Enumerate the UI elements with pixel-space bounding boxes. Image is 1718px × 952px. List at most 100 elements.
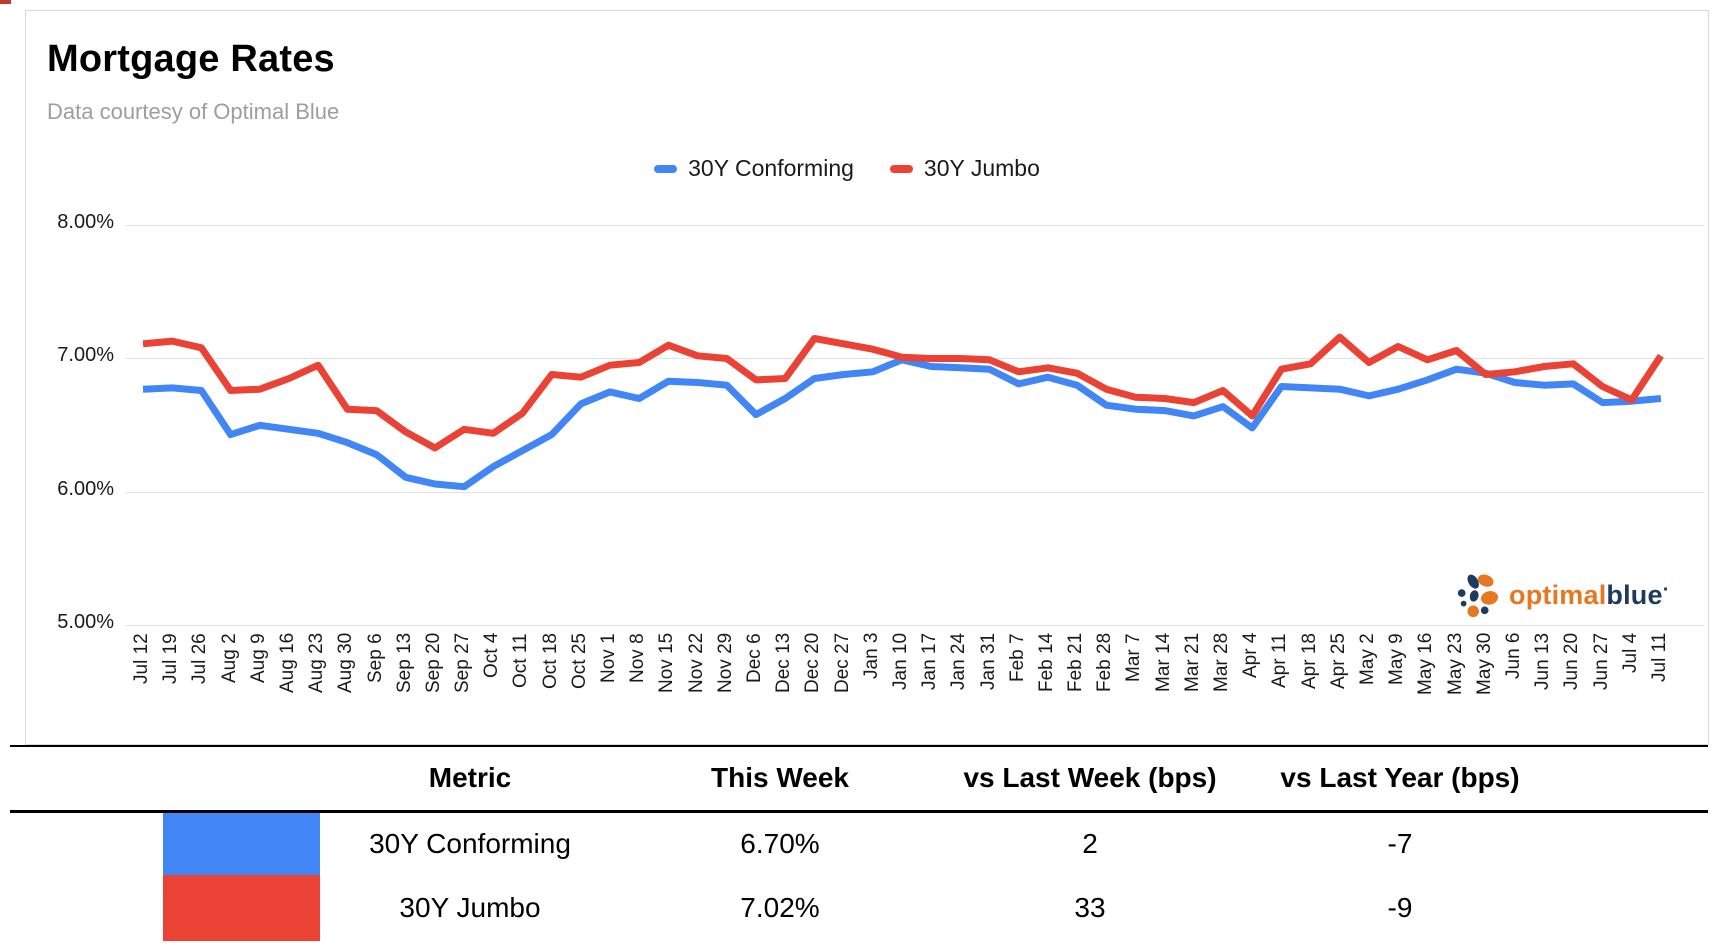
page-subtitle: Data courtesy of Optimal Blue [47,99,340,124]
cell-metric-jumbo: 30Y Jumbo [399,892,541,923]
x-tick-oct-4: Oct 4 [481,633,503,679]
x-tick-nov-15: Nov 15 [656,633,678,694]
x-tick-dec-27: Dec 27 [831,633,853,694]
cell-this-week-jumbo: 7.02% [740,892,820,923]
gridline-8pct [125,225,1704,226]
x-tick-nov-22: Nov 22 [685,633,707,694]
logo-blue-text: blue [1606,580,1663,610]
x-tick-sep-27: Sep 27 [452,633,474,694]
x-tick-may-2: May 2 [1356,633,1378,685]
x-tick-dec-20: Dec 20 [802,633,824,694]
x-tick-apr-18: Apr 18 [1298,633,1320,689]
x-tick-sep-6: Sep 6 [364,633,386,683]
table-row-jumbo: 30Y Jumbo 7.02% 33 -9 [0,875,1718,941]
legend-label-jumbo: 30Y Jumbo [923,155,1040,181]
x-tick-mar-21: Mar 21 [1181,633,1203,693]
x-tick-jun-6: Jun 6 [1502,633,1524,680]
gridline-5pct [125,625,1704,626]
x-tick-feb-7: Feb 7 [1006,633,1028,682]
header-vs-last-week: vs Last Week (bps) [963,762,1217,793]
logo-optimal-text: optimal [1509,580,1607,610]
x-tick-sep-20: Sep 20 [422,633,444,694]
x-tick-oct-11: Oct 11 [510,633,532,688]
x-tick-jun-13: Jun 13 [1532,633,1554,691]
optimalblue-wordmark: optimalblue· [1509,579,1670,611]
x-tick-feb-14: Feb 14 [1035,633,1057,693]
page-title: Mortgage Rates [47,38,335,80]
corner-red-fragment [0,0,11,4]
table-top-rule [10,745,1708,747]
x-tick-jul-11: Jul 11 [1648,633,1670,683]
legend-item-jumbo: 30Y Jumbo [889,155,1040,182]
line-series-plot [142,333,1664,491]
x-tick-aug-2: Aug 2 [218,633,240,683]
x-tick-jan-17: Jan 17 [919,633,941,691]
logo-dot: · [1662,579,1670,601]
table-header-row: Metric This Week vs Last Week (bps) vs L… [0,747,1718,809]
cell-vs-last-week-conforming: 2 [1082,828,1098,859]
x-tick-jun-27: Jun 27 [1590,633,1612,691]
legend-swatch-jumbo-icon [889,164,913,173]
table-header-rule [10,810,1708,813]
x-tick-may-9: May 9 [1386,633,1408,685]
x-tick-may-30: May 30 [1473,633,1495,696]
x-tick-aug-23: Aug 23 [306,633,328,694]
row-swatch-conforming [163,813,320,875]
chart-legend: 30Y Conforming 30Y Jumbo [26,155,1668,182]
x-tick-sep-13: Sep 13 [393,633,415,694]
chart-card: Mortgage Rates Data courtesy of Optimal … [25,10,1709,745]
x-tick-jul-26: Jul 26 [189,633,211,684]
x-tick-jan-3: Jan 3 [860,633,882,680]
header-metric: Metric [428,762,512,793]
x-tick-mar-7: Mar 7 [1123,633,1145,682]
x-tick-oct-25: Oct 25 [568,633,590,689]
header-this-week: This Week [711,762,849,793]
x-tick-apr-4: Apr 4 [1240,633,1262,679]
y-tick-5pct: 5.00% [57,611,114,633]
legend-label-conforming: 30Y Conforming [688,155,854,181]
legend-swatch-conforming-icon [654,164,678,173]
y-tick-8pct: 8.00% [57,211,114,233]
x-tick-may-16: May 16 [1415,633,1437,696]
x-tick-jan-24: Jan 24 [948,633,970,691]
x-tick-dec-6: Dec 6 [743,633,765,683]
x-tick-apr-11: Apr 11 [1269,633,1291,688]
optimalblue-logo: optimalblue· [1455,572,1670,618]
table-row-conforming: 30Y Conforming 6.70% 2 -7 [0,813,1718,875]
y-tick-7pct: 7.00% [57,344,114,366]
x-tick-aug-9: Aug 9 [247,633,269,683]
x-tick-oct-18: Oct 18 [539,633,561,689]
x-tick-jul-12: Jul 12 [131,633,152,684]
cell-metric-conforming: 30Y Conforming [369,828,571,859]
x-tick-mar-28: Mar 28 [1211,633,1233,693]
x-tick-apr-25: Apr 25 [1327,633,1349,689]
x-tick-nov-29: Nov 29 [714,633,736,694]
x-tick-feb-21: Feb 21 [1065,633,1087,693]
x-tick-nov-8: Nov 8 [627,633,649,683]
x-tick-nov-1: Nov 1 [598,633,620,683]
row-swatch-jumbo [163,875,320,941]
cell-this-week-conforming: 6.70% [740,828,820,859]
cell-vs-last-year-jumbo: -9 [1387,892,1413,923]
legend-item-conforming: 30Y Conforming [654,155,854,182]
x-tick-dec-13: Dec 13 [773,633,795,694]
y-tick-6pct: 6.00% [57,478,114,500]
x-tick-jan-10: Jan 10 [889,633,911,691]
series-line-conforming [142,356,1662,491]
x-tick-aug-30: Aug 30 [335,633,357,694]
x-tick-jul-4: Jul 4 [1619,633,1641,674]
x-tick-jul-19: Jul 19 [160,633,182,684]
cell-vs-last-week-jumbo: 33 [1074,892,1106,923]
x-tick-feb-28: Feb 28 [1094,633,1116,693]
x-tick-aug-16: Aug 16 [276,633,298,694]
x-tick-jan-31: Jan 31 [977,633,999,691]
header-vs-last-year: vs Last Year (bps) [1280,762,1520,793]
gridline-6pct [125,492,1704,493]
cell-vs-last-year-conforming: -7 [1387,828,1413,859]
x-tick-mar-14: Mar 14 [1152,633,1174,693]
optimalblue-pinwheel-icon [1457,574,1499,618]
x-tick-jun-20: Jun 20 [1561,633,1583,691]
series-line-jumbo [142,333,1664,452]
x-tick-may-23: May 23 [1444,633,1466,696]
